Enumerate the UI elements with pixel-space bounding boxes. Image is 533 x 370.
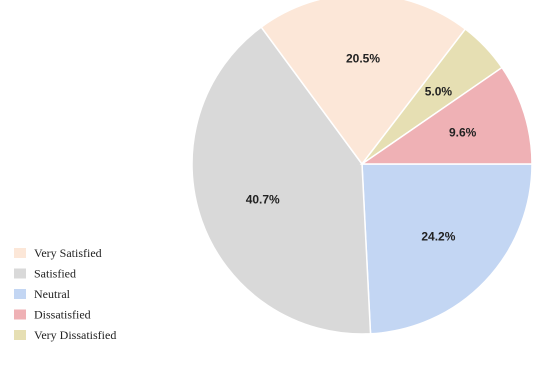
legend-item-neutral: Neutral bbox=[14, 287, 71, 301]
legend-item-very-dissatisfied: Very Dissatisfied bbox=[14, 328, 116, 342]
legend-item-very-satisfied: Very Satisfied bbox=[14, 246, 102, 260]
legend-label-satisfied: Satisfied bbox=[34, 267, 76, 281]
slice-label-very-dissatisfied: 5.0% bbox=[425, 84, 453, 98]
slice-label-satisfied: 40.7% bbox=[246, 192, 280, 206]
pie-slice-labels: 24.2% 40.7% 20.5% 5.0% 9.6% bbox=[246, 52, 477, 244]
slice-label-neutral: 24.2% bbox=[421, 230, 455, 244]
slice-label-dissatisfied: 9.6% bbox=[449, 126, 477, 140]
pie-slice-satisfied bbox=[191, 26, 372, 335]
legend-item-satisfied: Satisfied bbox=[14, 267, 76, 281]
legend-swatch-satisfied bbox=[14, 268, 26, 279]
chart-legend: Very Satisfied Satisfied Neutral Dissatisfi… bbox=[14, 246, 116, 342]
pie-slice-very-satisfied bbox=[260, 0, 467, 166]
pie-slices bbox=[191, 0, 533, 335]
legend-label-very-satisfied: Very Satisfied bbox=[34, 246, 102, 260]
legend-label-dissatisfied: Dissatisfied bbox=[34, 308, 91, 322]
legend-swatch-very-dissatisfied bbox=[14, 330, 26, 340]
pie-slice-neutral bbox=[361, 163, 533, 335]
legend-item-dissatisfied: Dissatisfied bbox=[14, 308, 91, 322]
legend-swatch-neutral bbox=[14, 289, 26, 299]
legend-swatch-dissatisfied bbox=[14, 309, 26, 320]
legend-label-very-dissatisfied: Very Dissatisfied bbox=[34, 328, 116, 342]
legend-label-neutral: Neutral bbox=[34, 287, 71, 301]
slice-label-very-satisfied: 20.5% bbox=[346, 52, 380, 66]
pie-slice-dissatisfied bbox=[359, 66, 533, 165]
legend-swatch-very-satisfied bbox=[14, 248, 26, 258]
